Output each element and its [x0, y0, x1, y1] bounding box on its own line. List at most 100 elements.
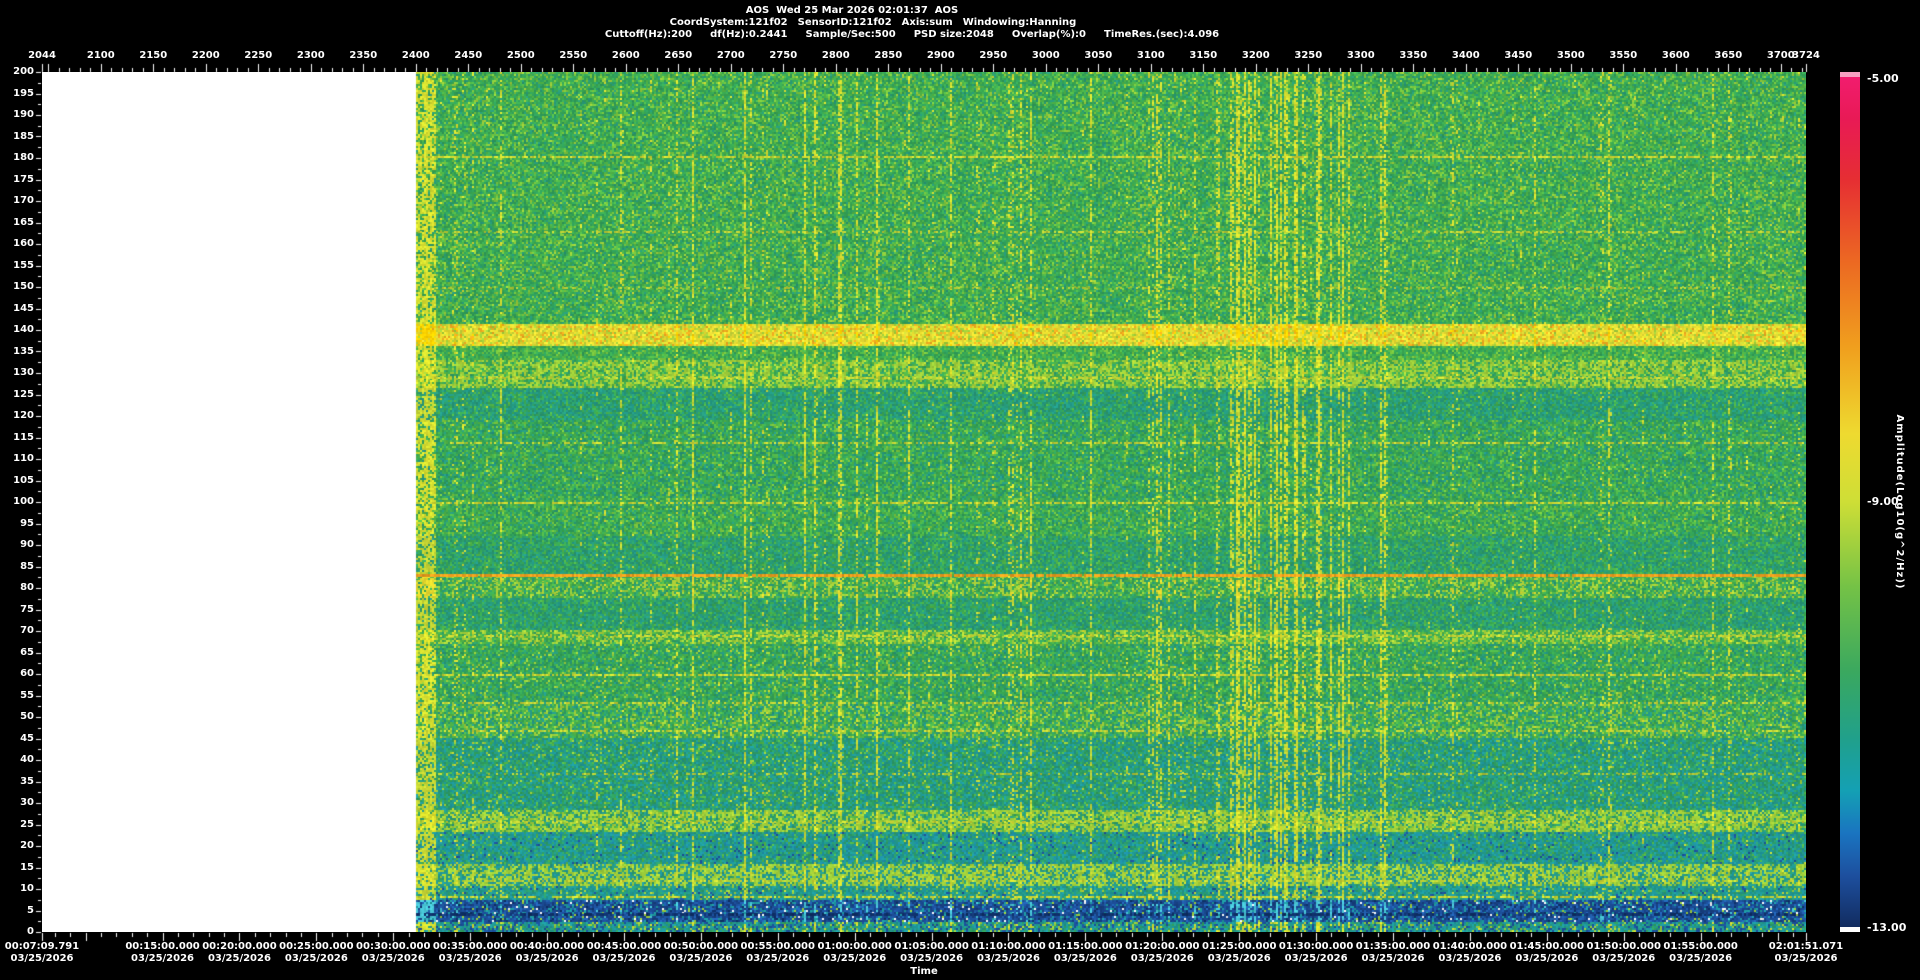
left-axis-label: 70	[20, 625, 34, 636]
top-axis-label: 2044	[28, 50, 56, 61]
left-axis-label: 135	[13, 345, 34, 357]
time-label: 01:35:00.000	[1355, 941, 1431, 952]
time-label: 01:05:00.000	[894, 941, 969, 952]
time-label: 00:35:00.000	[432, 941, 508, 952]
left-axis-label: 155	[13, 259, 34, 271]
left-axis-label: 5	[27, 904, 34, 916]
date-label: 03/25/2026	[900, 953, 964, 964]
date-label: 03/25/2026	[131, 953, 195, 964]
date-label: 03/25/2026	[438, 953, 502, 964]
left-axis-label: 90	[20, 539, 34, 550]
left-axis-label: 165	[13, 216, 34, 228]
top-axis-label: 3300	[1346, 50, 1375, 61]
top-axis-label: 2100	[86, 50, 115, 61]
time-label: 01:55:00.000	[1663, 941, 1738, 952]
time-label: 01:00:00.000	[817, 941, 892, 952]
header-param: CoordSystem:121f02	[669, 17, 788, 28]
top-axis-label: 2950	[979, 50, 1008, 61]
left-axis-label: 195	[13, 87, 34, 99]
time-label: 00:20:00.000	[202, 941, 277, 952]
left-axis-label: 145	[13, 302, 34, 314]
date-label: 03/25/2026	[1774, 953, 1838, 964]
time-label: 00:30:00.000	[356, 941, 431, 952]
header-param: SensorID:121f02	[797, 17, 892, 28]
top-axis-label: 3600	[1661, 50, 1690, 61]
header-param: Sample/Sec:500	[805, 29, 896, 40]
top-axis-label: 3150	[1189, 50, 1218, 61]
left-axis-label: 150	[13, 281, 34, 292]
header-param: TimeRes.(sec):4.096	[1104, 29, 1220, 40]
time-label: 00:50:00.000	[663, 941, 739, 952]
left-axis-label: 175	[13, 173, 34, 185]
top-axis-label: 2600	[611, 50, 640, 61]
top-axis-label: 3250	[1294, 50, 1323, 61]
date-label: 03/25/2026	[976, 953, 1040, 964]
time-label: 01:40:00.000	[1432, 941, 1508, 952]
time-label: 01:50:00.000	[1586, 941, 1661, 952]
left-axis-label: 200	[13, 66, 34, 77]
time-label: 02:01:51.071	[1768, 941, 1844, 952]
left-axis-label: 10	[20, 883, 34, 894]
date-label: 03/25/2026	[1207, 953, 1271, 964]
date-label: 03/25/2026	[207, 953, 271, 964]
top-axis-label: 2250	[244, 50, 273, 61]
date-label: 03/25/2026	[1361, 953, 1425, 964]
date-label: 03/25/2026	[669, 953, 733, 964]
left-axis-label: 110	[13, 453, 34, 464]
time-label: 00:15:00.000	[125, 941, 200, 952]
time-axis-title: Time	[910, 966, 938, 977]
time-label: 00:45:00.000	[586, 941, 662, 952]
top-axis-label: 3550	[1609, 50, 1638, 61]
spectrogram-plot	[42, 72, 1806, 932]
top-axis-label: 3050	[1084, 50, 1113, 61]
date-label: 03/25/2026	[361, 953, 425, 964]
header-param: Axis:sum	[901, 17, 953, 28]
date-label: 03/25/2026	[284, 953, 348, 964]
left-axis-label: 0	[27, 926, 34, 937]
date-label: 03/25/2026	[823, 953, 887, 964]
left-axis-label: 40	[20, 754, 34, 765]
colorbar-tick-min: -13.00	[1867, 921, 1907, 934]
top-axis-label: 2700	[716, 50, 745, 61]
top-axis-label: 2550	[559, 50, 588, 61]
top-axis-label: 2650	[664, 50, 693, 61]
left-axis-label: 50	[20, 711, 34, 722]
time-label: 00:25:00.000	[279, 941, 354, 952]
top-axis-label: 2350	[349, 50, 378, 61]
header-param: PSD size:2048	[913, 29, 994, 40]
top-axis-label: 3100	[1136, 50, 1165, 61]
time-label: 01:25:00.000	[1201, 941, 1277, 952]
date-label: 03/25/2026	[1438, 953, 1502, 964]
left-axis-label: 65	[20, 646, 34, 658]
top-axis-label: 2200	[191, 50, 220, 61]
left-axis-label: 160	[13, 238, 34, 249]
top-axis-label: 3000	[1031, 50, 1060, 61]
header-param: df(Hz):0.2441	[710, 29, 788, 40]
top-axis-label: 2800	[821, 50, 850, 61]
left-axis-label: 140	[13, 324, 34, 335]
time-label: 01:20:00.000	[1125, 941, 1200, 952]
time-label: 00:55:00.000	[740, 941, 815, 952]
header-params-line1: CoordSystem:121f02 SensorID:121f02 Axis:su…	[670, 17, 1077, 28]
date-label: 03/25/2026	[1515, 953, 1579, 964]
left-axis-label: 75	[20, 603, 34, 615]
left-axis-label: 25	[20, 818, 34, 830]
date-label: 03/25/2026	[1284, 953, 1348, 964]
colorbar-tick-max: -5.00	[1867, 72, 1899, 85]
date-label: 03/25/2026	[10, 953, 74, 964]
top-axis-label: 3350	[1399, 50, 1428, 61]
time-label: 00:40:00.000	[509, 941, 585, 952]
top-axis-label: 2900	[926, 50, 955, 61]
date-label: 03/25/2026	[1130, 953, 1194, 964]
date-label: 03/25/2026	[1669, 953, 1733, 964]
left-axis-label: 180	[13, 152, 34, 163]
colorbar	[1840, 72, 1860, 932]
header-param: Windowing:Hanning	[962, 17, 1077, 28]
top-axis-label: 3650	[1714, 50, 1743, 61]
top-axis-label: 3200	[1241, 50, 1270, 61]
top-axis-label: 2850	[874, 50, 903, 61]
left-axis-label: 80	[20, 582, 34, 593]
left-axis-label: 15	[20, 861, 34, 873]
left-axis-label: 125	[13, 388, 34, 400]
